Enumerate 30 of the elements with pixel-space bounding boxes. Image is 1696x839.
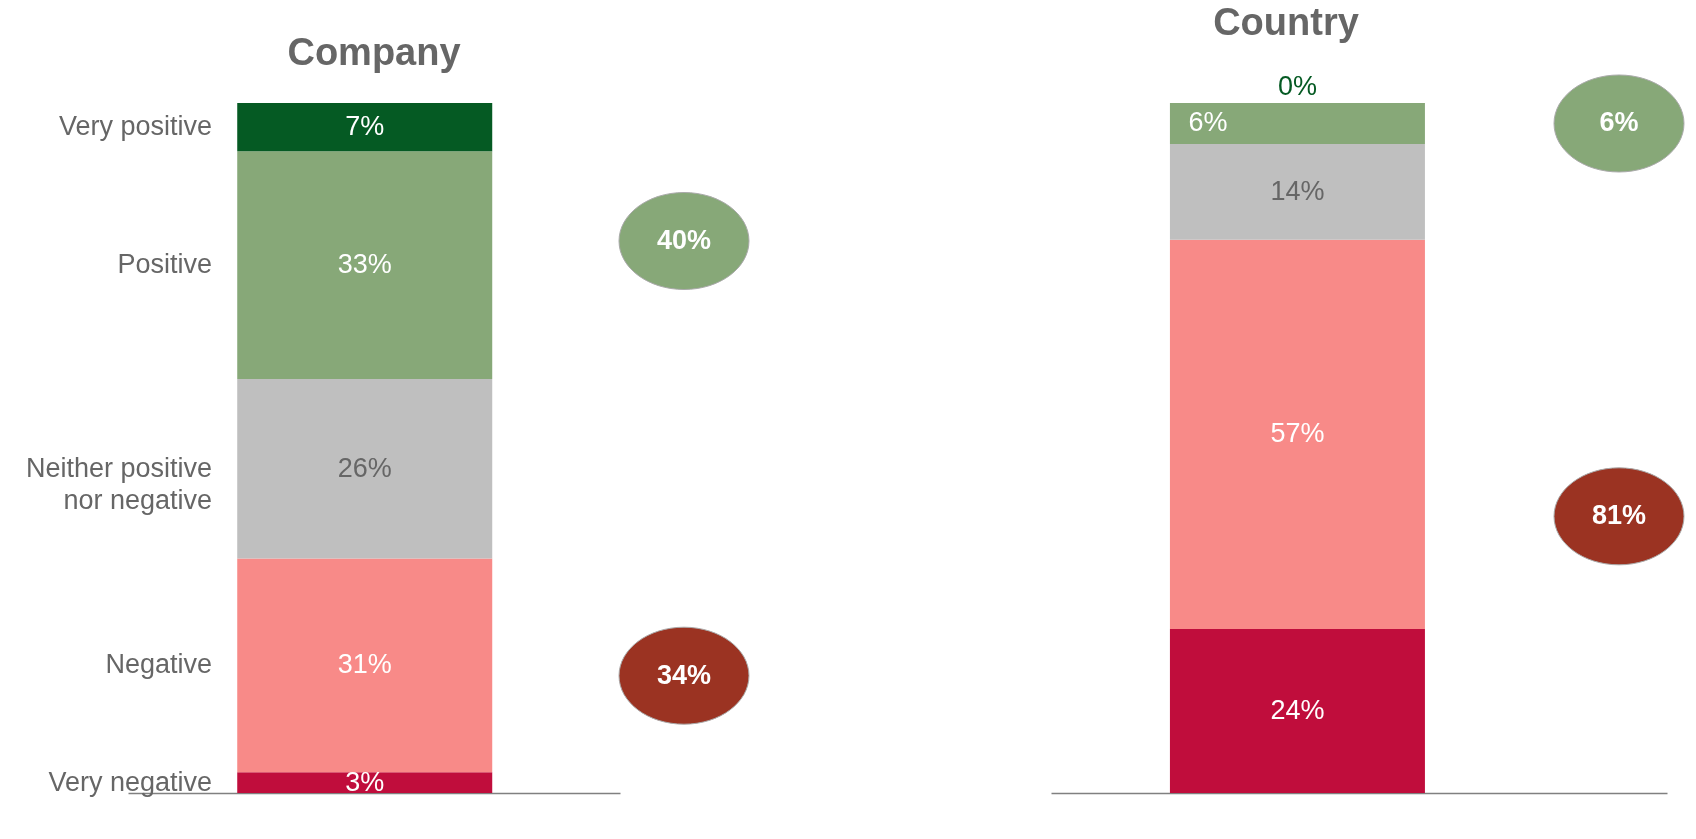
bar: [237, 103, 493, 152]
bar: [1169, 103, 1425, 144]
data-label: 26%: [337, 452, 392, 483]
data-label: 33%: [337, 249, 392, 280]
bar: [1169, 629, 1425, 793]
data-label: 57%: [1270, 418, 1325, 449]
series-label: Very negative: [48, 766, 212, 797]
series-label: Negative: [105, 649, 212, 680]
series-label: Positive: [117, 249, 212, 280]
chart-title: Country: [1213, 1, 1359, 43]
series-label: Neither positive nor negative: [25, 452, 212, 515]
data-label: 24%: [1270, 695, 1325, 726]
text: 81%: [1591, 500, 1647, 531]
bar: [1169, 239, 1425, 630]
data-label: 31%: [337, 649, 392, 680]
data-label: 0%: [1277, 71, 1317, 101]
text: 6%: [1599, 107, 1639, 138]
text: 40%: [656, 225, 712, 255]
data-label: 3%: [345, 766, 385, 797]
bar: [237, 772, 493, 793]
series-label: Very positive: [58, 111, 212, 142]
data-label: 7%: [345, 111, 385, 142]
data-label: 14%: [1270, 175, 1325, 206]
bar: [237, 558, 493, 773]
data-label: 6%: [1188, 107, 1228, 138]
chart-title: Company: [287, 31, 461, 73]
text: 34%: [656, 659, 712, 690]
bar: [1169, 143, 1425, 240]
bar: [237, 379, 493, 559]
bar: [237, 151, 493, 379]
